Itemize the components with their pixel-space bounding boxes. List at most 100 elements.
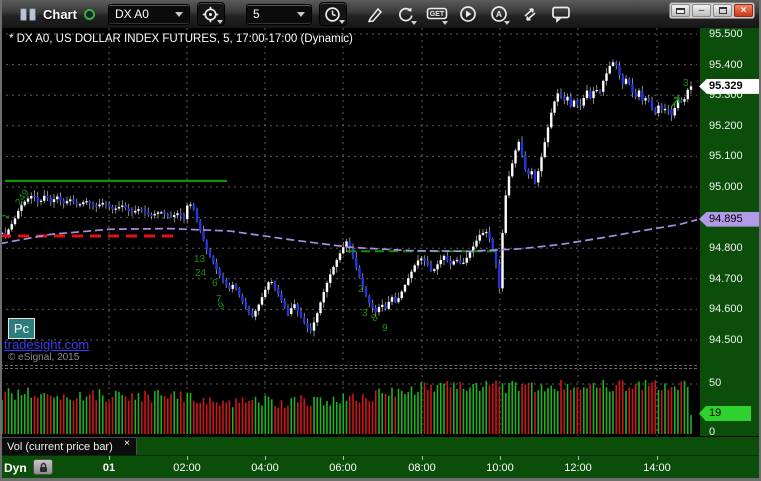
time-axis-label: 14:00: [643, 462, 671, 474]
time-tick: [578, 456, 579, 460]
chevron-down-icon: [174, 11, 183, 17]
transfer-arrows-icon: [524, 8, 536, 21]
get-icon: GET: [426, 7, 448, 20]
price-axis-label: 94.800: [709, 242, 743, 255]
maximize-icon: [718, 7, 727, 14]
reload-data-button[interactable]: [394, 2, 418, 26]
draw-tool-button[interactable]: [363, 2, 387, 26]
window-title: Chart: [43, 6, 77, 22]
interval-value: 5: [252, 7, 260, 21]
last-price-flag: 95.329: [699, 78, 759, 94]
price-axis-label: 94.700: [709, 272, 743, 285]
svg-text:3: 3: [683, 78, 689, 89]
lock-button[interactable]: [33, 459, 53, 475]
price-axis-label: 95.500: [709, 28, 743, 40]
interval-combobox[interactable]: 5: [245, 3, 312, 25]
time-tick: [500, 456, 501, 460]
time-tick: [265, 456, 266, 460]
svg-text:1: 1: [0, 212, 12, 221]
time-tick: [109, 456, 110, 460]
symbol-combobox[interactable]: DX A0: [107, 3, 190, 25]
close-icon[interactable]: ×: [124, 438, 130, 449]
auto-trendline-button[interactable]: A: [487, 2, 511, 26]
chevron-down-icon: [410, 21, 417, 25]
chart-header: * DX A0, US DOLLAR INDEX FUTURES, 5, 17:…: [9, 33, 353, 45]
window-frame: [0, 478, 761, 481]
chevron-down-icon: [216, 20, 223, 24]
svg-text:8: 8: [369, 312, 380, 324]
svg-text:6: 6: [212, 278, 218, 289]
clock-icon: [325, 6, 341, 22]
svg-text:7: 7: [216, 294, 222, 305]
playback-button[interactable]: [456, 2, 480, 26]
minimize-button[interactable]: –: [692, 4, 711, 17]
volume-pane-svg[interactable]: [0, 368, 697, 436]
volume-flag: 19: [699, 406, 751, 421]
chevron-down-icon: [441, 21, 448, 25]
price-axis-label: 95.100: [709, 150, 743, 163]
price-axis-label: 94.600: [709, 303, 743, 316]
link-status-icon[interactable]: [83, 8, 95, 20]
get-data-button[interactable]: GET: [425, 2, 449, 26]
time-axis[interactable]: Dyn 01 02:00 04:00 06:00 08:00 10:00 12:…: [0, 455, 761, 478]
volume-axis-label: 50: [709, 377, 722, 389]
close-button[interactable]: ×: [734, 4, 753, 17]
speech-bubble-icon: [552, 6, 570, 23]
volume-tab-label: Vol (current price bar): [7, 440, 113, 453]
window-icon: [676, 7, 685, 14]
svg-text:24: 24: [195, 268, 207, 279]
moving-average-flag: 94.895: [699, 211, 759, 227]
time-axis-label: 04:00: [251, 462, 279, 474]
time-tick: [422, 456, 423, 460]
time-tick: [187, 456, 188, 460]
note-button[interactable]: [549, 2, 573, 26]
dyn-mode-label: Dyn: [4, 461, 27, 475]
time-axis-label: 06:00: [329, 462, 357, 474]
time-axis-label: 02:00: [173, 462, 201, 474]
svg-text:A: A: [496, 9, 502, 19]
price-axis-label: 95.000: [709, 181, 743, 193]
study-tab-row: Vol (current price bar) ×: [0, 436, 761, 456]
window-panes-icon: [20, 7, 36, 21]
window-frame: [759, 0, 761, 481]
svg-text:3: 3: [362, 308, 368, 319]
volume-axis-label: 0: [709, 426, 716, 438]
tradesight-link[interactable]: tradesight.com: [4, 337, 90, 352]
price-axis-label: 94.500: [709, 334, 743, 346]
copyright-label: © eSignal, 2015: [8, 352, 80, 363]
price-axis-label: 95.200: [709, 119, 743, 132]
svg-text:9: 9: [217, 300, 227, 313]
refresh-icon: [398, 7, 413, 22]
svg-text:2: 2: [358, 284, 364, 295]
symbol-settings-button[interactable]: [196, 2, 225, 26]
play-icon: [460, 6, 476, 22]
svg-text:249: 249: [13, 187, 32, 207]
time-axis-label: 12:00: [564, 462, 592, 474]
time-tick: [657, 456, 658, 460]
svg-text:GET: GET: [430, 11, 445, 18]
time-axis-label: 01: [102, 462, 116, 474]
data-transfer-button[interactable]: [518, 2, 542, 26]
time-axis-label: 08:00: [408, 462, 436, 474]
pc-badge: Pc: [8, 318, 35, 339]
maximize-button[interactable]: [713, 4, 732, 17]
window-frame: [0, 0, 2, 481]
price-axis-label: 95.400: [709, 58, 743, 71]
window-controls: – ×: [669, 2, 755, 19]
svg-text:13: 13: [194, 254, 206, 265]
chevron-down-icon: [503, 21, 510, 25]
price-axis[interactable]: 95.500 95.400 95.300 95.200 95.100 95.00…: [698, 28, 761, 438]
chevron-down-icon: [338, 20, 345, 24]
svg-text:9: 9: [382, 323, 388, 334]
chevron-down-icon: [296, 11, 305, 17]
time-template-button[interactable]: [318, 2, 347, 26]
volume-tab[interactable]: Vol (current price bar) ×: [0, 437, 137, 456]
pencil-icon: [367, 7, 382, 23]
window-menu-button[interactable]: [671, 4, 690, 17]
titlebar[interactable]: Chart DX A0 5: [0, 0, 761, 28]
padlock-icon: [39, 462, 47, 472]
time-axis-label: 10:00: [486, 462, 514, 474]
symbol-value: DX A0: [114, 7, 149, 21]
